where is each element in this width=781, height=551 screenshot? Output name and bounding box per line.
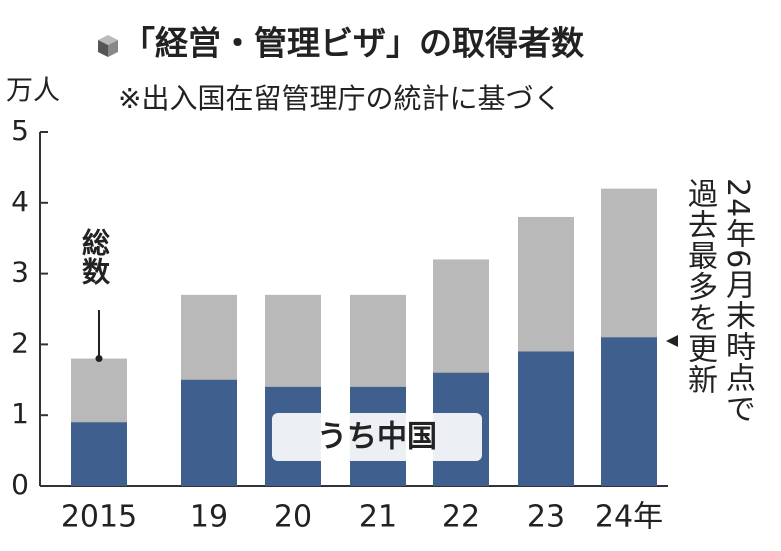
- subtitle: ※出入国在留管理庁の統計に基づく: [118, 82, 561, 115]
- x-tick-label: 22: [442, 500, 480, 535]
- chart-title: 「経営・管理ビザ」の取得者数: [122, 24, 585, 63]
- annotation: 24年6月末時点で: [720, 178, 755, 425]
- series-label: うち中国: [317, 420, 437, 455]
- label-box: [272, 413, 482, 461]
- y-tick-label: 1: [11, 397, 29, 430]
- y-tick-label: 0: [11, 468, 29, 501]
- x-tick-label: 2015: [61, 500, 137, 535]
- y-axis-label: 万人: [6, 76, 60, 107]
- y-tick-label: 5: [11, 114, 29, 147]
- y-tick-label: 2: [11, 326, 29, 359]
- title-icon: [98, 35, 118, 57]
- pointer-dot: [95, 355, 103, 363]
- bar: [181, 379, 237, 486]
- x-tick-label: 21: [359, 500, 397, 535]
- bar: [71, 422, 127, 486]
- x-tick-label: 20: [274, 500, 312, 535]
- x-tick-label: 19: [190, 500, 228, 535]
- y-tick-label: 4: [11, 185, 29, 218]
- y-tick-label: 3: [11, 256, 29, 289]
- total-note: 総数: [78, 228, 111, 286]
- x-tick-label: 24年: [595, 500, 663, 535]
- annotation: 過去最多を更新: [682, 178, 717, 395]
- bar: [601, 337, 657, 486]
- x-tick-label: 23: [527, 500, 565, 535]
- bar: [518, 351, 574, 486]
- pointer-arrow: [666, 335, 678, 347]
